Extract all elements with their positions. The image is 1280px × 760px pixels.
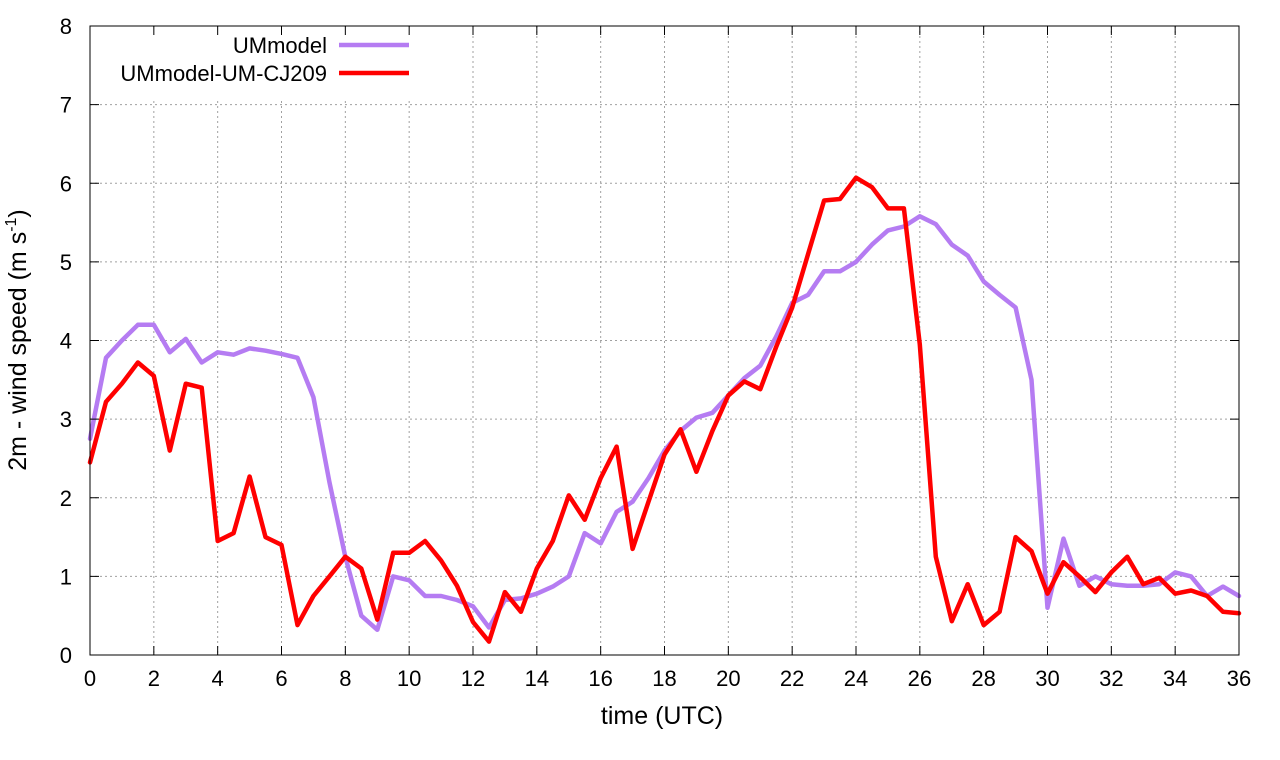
- x-tick-label: 14: [525, 666, 549, 691]
- legend-label: UMmodel: [233, 33, 327, 58]
- y-tick-label: 4: [60, 329, 72, 354]
- x-tick-label: 24: [844, 666, 868, 691]
- y-tick-label: 2: [60, 486, 72, 511]
- x-tick-label: 30: [1035, 666, 1059, 691]
- x-axis-label: time (UTC): [601, 702, 723, 730]
- x-tick-label: 4: [212, 666, 224, 691]
- x-tick-label: 8: [339, 666, 351, 691]
- legend-background: [96, 27, 420, 99]
- x-tick-label: 16: [588, 666, 612, 691]
- y-axis-label-close: ): [4, 209, 32, 217]
- y-axis-label-exponent: -1: [3, 217, 20, 231]
- series-line-2: [87, 175, 1242, 644]
- x-tick-label: 36: [1227, 666, 1251, 691]
- legend: UMmodel UMmodel-UM-CJ209: [120, 33, 409, 86]
- y-tick-labels: 0 1 2 3 4 5 6 7 8: [60, 14, 72, 668]
- legend-label: UMmodel-UM-CJ209: [120, 61, 327, 86]
- series-group: [87, 175, 1242, 644]
- x-tick-label: 20: [716, 666, 740, 691]
- grid: [90, 26, 1239, 655]
- ticks: [89, 25, 1240, 656]
- y-axis-label-main: 2m - wind speed (m s: [4, 232, 32, 471]
- x-tick-label: 18: [652, 666, 676, 691]
- y-tick-label: 6: [60, 171, 72, 196]
- x-tick-labels: 0 2 4 6 8 10 12 14 16 18 20 22 24 26 28 30 32 34 36: [84, 666, 1251, 691]
- x-tick-label: 26: [908, 666, 932, 691]
- y-tick-label: 3: [60, 407, 72, 432]
- y-tick-label: 0: [60, 643, 72, 668]
- x-tick-label: 22: [780, 666, 804, 691]
- x-tick-label: 34: [1163, 666, 1187, 691]
- x-tick-label: 10: [397, 666, 421, 691]
- x-tick-label: 2: [148, 666, 160, 691]
- x-tick-label: 32: [1099, 666, 1123, 691]
- x-tick-label: 0: [84, 666, 96, 691]
- x-tick-label: 28: [971, 666, 995, 691]
- x-tick-label: 6: [275, 666, 287, 691]
- y-tick-label: 7: [60, 93, 72, 118]
- y-tick-label: 8: [60, 14, 72, 39]
- x-tick-label: 12: [461, 666, 485, 691]
- y-tick-label: 5: [60, 250, 72, 275]
- y-tick-label: 1: [60, 564, 72, 589]
- y-axis-label: 2m - wind speed (m s-1): [3, 209, 32, 471]
